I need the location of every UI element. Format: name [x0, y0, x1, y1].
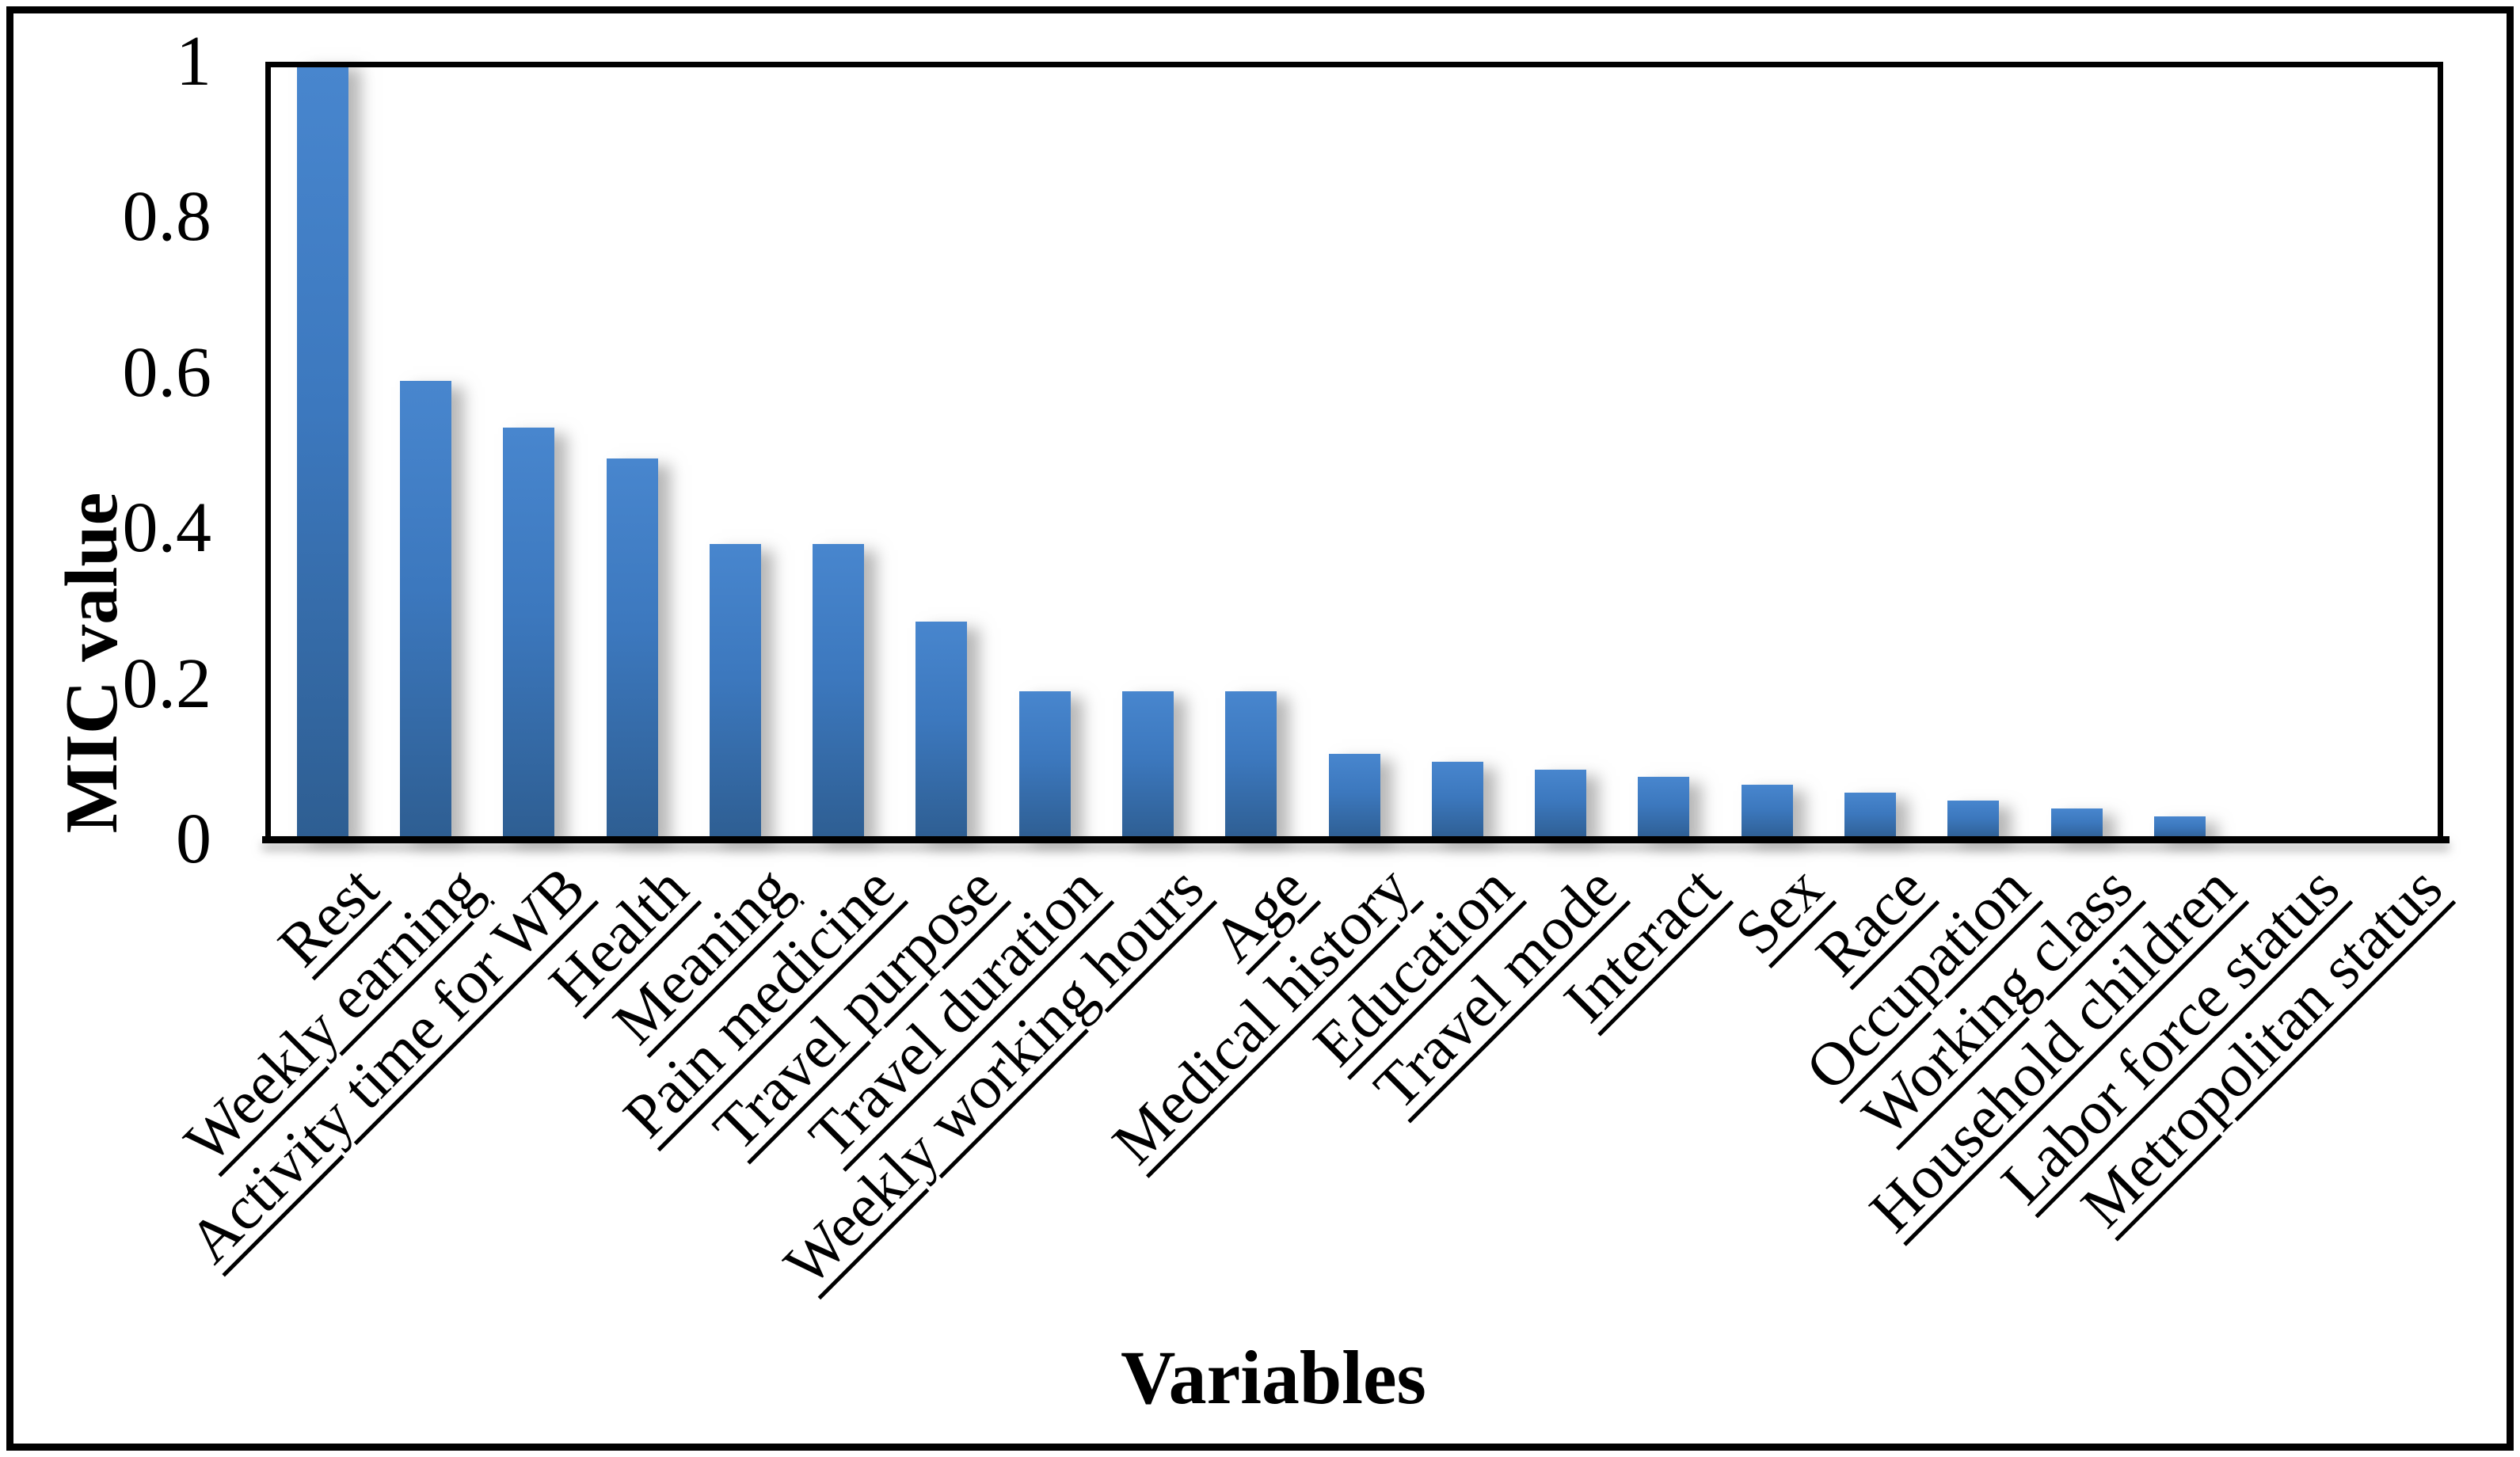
bar — [1947, 800, 2000, 839]
y-axis-title: MIC value — [51, 492, 133, 834]
y-tick-label: 0.4 — [122, 489, 212, 568]
bar — [1844, 793, 1896, 839]
bar — [606, 458, 658, 839]
bar — [1121, 691, 1174, 839]
bar — [1225, 691, 1277, 839]
bar — [2050, 808, 2103, 839]
bar — [1535, 769, 1587, 839]
bar — [813, 543, 865, 839]
bar — [1741, 785, 1793, 839]
y-tick-label: 0.6 — [122, 333, 212, 412]
bar — [1328, 753, 1380, 839]
plot-top-border — [265, 62, 2443, 67]
bar — [399, 380, 451, 839]
x-axis-line — [262, 836, 2450, 843]
bar — [1638, 777, 1690, 839]
y-tick-label: 0.2 — [122, 644, 212, 723]
bar — [296, 62, 348, 839]
y-tick-label: 1 — [176, 22, 211, 101]
x-axis-title: Variables — [1121, 1335, 1426, 1420]
bar — [2153, 816, 2206, 839]
bar — [709, 543, 761, 839]
y-tick-label: 0.8 — [122, 177, 212, 257]
bar — [915, 622, 968, 839]
bar — [503, 427, 555, 839]
bar — [1018, 691, 1071, 839]
bar — [1431, 761, 1483, 839]
plot-right-border — [2438, 62, 2443, 839]
y-axis-line — [265, 62, 271, 839]
y-tick-label: 0 — [176, 800, 211, 878]
